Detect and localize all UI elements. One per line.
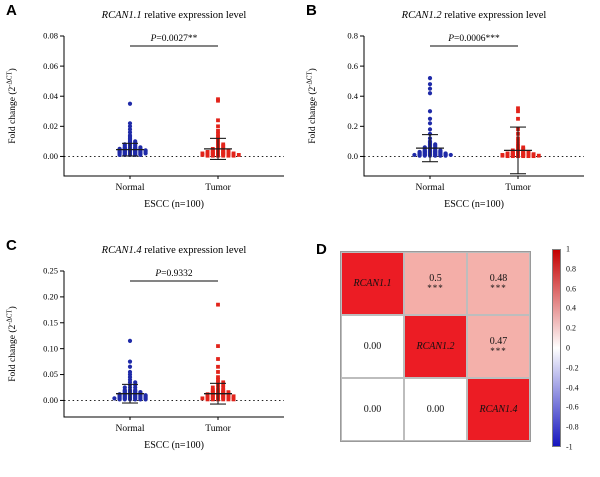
colorbar-tick-label: 0.2 (566, 323, 576, 333)
heatmap-gene-cell: RCAN1.2 (404, 315, 467, 378)
svg-text:RCAN1.4 relative expression le: RCAN1.4 relative expression level (101, 245, 247, 256)
heatmap-cell-label: 0.48 (489, 273, 508, 285)
colorbar-tick-label: -0.8 (566, 422, 579, 432)
panel-a: A RCAN1.1 relative expression level P=0.0… (0, 0, 300, 235)
panel-c: C RCAN1.4 relative expression level P=0.9… (0, 235, 300, 477)
svg-text:0.6: 0.6 (347, 61, 358, 71)
svg-text:0.06: 0.06 (43, 61, 58, 71)
significance-stars: *** (490, 283, 507, 294)
heatmap-cell-label: 0.47 (489, 336, 508, 348)
heatmap-cell-label: RCAN1.4 (479, 404, 518, 415)
panel-b: B RCAN1.2 relative expression level P=0.0… (300, 0, 600, 235)
heatmap-gene-cell: RCAN1.1 (341, 252, 404, 315)
svg-text:Normal: Normal (115, 183, 144, 193)
panel-d: D RCAN1.1 0.5 *** 0.48 *** 0.00 RCAN1.2 0.47 ***… (300, 235, 600, 477)
colorbar-tick-label: -0.4 (566, 383, 579, 393)
panel-letter-d: D (316, 241, 327, 258)
heatmap-cell-label: RCAN1.1 (353, 278, 392, 289)
scatter-plot-rcan1-4: RCAN1.4 relative expression level P=0.933… (7, 245, 284, 451)
svg-text:Fold change (2-ΔCT): Fold change (2-ΔCT) (307, 68, 319, 144)
colorbar-tick-label: -1 (566, 442, 573, 452)
colorbar-tick-label: -0.6 (566, 402, 579, 412)
colorbar-tick-label: 1 (566, 244, 570, 254)
panel-letter-a: A (6, 2, 17, 19)
heatmap-value-cell: 0.00 (404, 378, 467, 441)
svg-text:P=0.0006***: P=0.0006*** (447, 34, 500, 44)
svg-text:0.2: 0.2 (347, 121, 358, 131)
heatmap-value-cell: 0.48 *** (467, 252, 530, 315)
heatmap-cell-label: 0.00 (363, 341, 382, 352)
svg-text:RCAN1.1 relative expression le: RCAN1.1 relative expression level (101, 10, 247, 21)
svg-text:0.04: 0.04 (43, 91, 59, 101)
heatmap-value-cell: 0.00 (341, 315, 404, 378)
colorbar (552, 249, 561, 447)
svg-text:0.02: 0.02 (43, 121, 58, 131)
significance-stars: *** (490, 346, 507, 357)
svg-text:0.8: 0.8 (347, 31, 358, 41)
svg-text:ESCC (n=100): ESCC (n=100) (444, 199, 504, 210)
correlation-heatmap: RCAN1.1 0.5 *** 0.48 *** 0.00 RCAN1.2 0.47 *** 0.… (340, 251, 531, 442)
heatmap-cell-label: 0.5 (429, 273, 442, 285)
svg-text:0.4: 0.4 (347, 91, 358, 101)
heatmap-gene-cell: RCAN1.4 (467, 378, 530, 441)
svg-text:0.25: 0.25 (43, 266, 58, 276)
svg-text:ESCC (n=100): ESCC (n=100) (144, 199, 204, 210)
scatter-plot-rcan1-2: RCAN1.2 relative expression level P=0.000… (307, 10, 584, 210)
panel-letter-c: C (6, 237, 17, 254)
svg-text:0.05: 0.05 (43, 369, 58, 379)
svg-text:0.08: 0.08 (43, 31, 58, 41)
svg-text:0.20: 0.20 (43, 292, 58, 302)
colorbar-tick-label: 0 (566, 343, 570, 353)
svg-text:0.00: 0.00 (43, 151, 58, 161)
svg-text:ESCC (n=100): ESCC (n=100) (144, 440, 204, 451)
heatmap-cell-label: 0.00 (363, 404, 382, 415)
colorbar-tick-label: 0.8 (566, 264, 576, 274)
svg-text:Fold change (2-ΔCT): Fold change (2-ΔCT) (7, 306, 19, 382)
svg-text:0.15: 0.15 (43, 317, 58, 327)
svg-text:Normal: Normal (115, 424, 144, 434)
svg-text:Tumor: Tumor (505, 183, 531, 193)
svg-text:P=0.0027**: P=0.0027** (150, 34, 198, 44)
svg-text:Tumor: Tumor (205, 424, 231, 434)
colorbar-tick-label: 0.6 (566, 284, 576, 294)
svg-text:RCAN1.2 relative expression le: RCAN1.2 relative expression level (401, 10, 547, 21)
colorbar-tick-label: 0.4 (566, 303, 576, 313)
scatter-plot-rcan1-1: RCAN1.1 relative expression level P=0.002… (7, 10, 284, 210)
colorbar-tick-label: -0.2 (566, 363, 579, 373)
svg-text:Fold change (2-ΔCT): Fold change (2-ΔCT) (7, 68, 19, 144)
heatmap-value-cell: 0.47 *** (467, 315, 530, 378)
svg-text:0.10: 0.10 (43, 343, 58, 353)
heatmap-value-cell: 0.5 *** (404, 252, 467, 315)
panel-letter-b: B (306, 2, 317, 19)
svg-text:0.0: 0.0 (347, 151, 358, 161)
svg-text:Tumor: Tumor (205, 183, 231, 193)
svg-text:P=0.9332: P=0.9332 (154, 269, 193, 279)
significance-stars: *** (427, 283, 444, 294)
heatmap-value-cell: 0.00 (341, 378, 404, 441)
svg-text:Normal: Normal (415, 183, 444, 193)
heatmap-cell-label: RCAN1.2 (416, 341, 455, 352)
svg-text:0.00: 0.00 (43, 395, 58, 405)
heatmap-cell-label: 0.00 (426, 404, 445, 415)
